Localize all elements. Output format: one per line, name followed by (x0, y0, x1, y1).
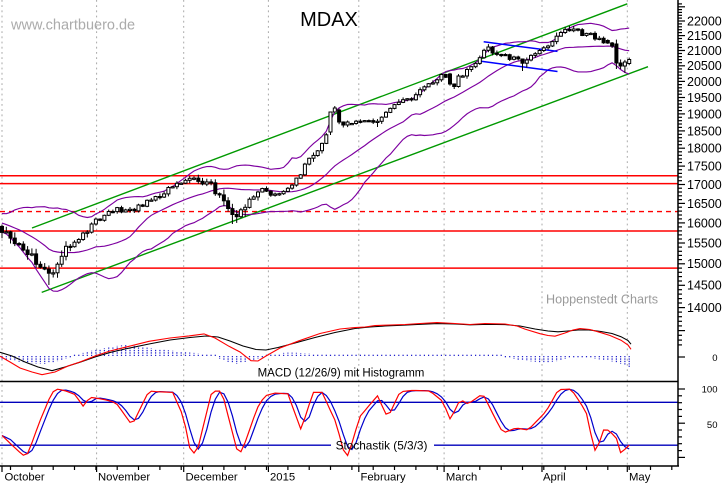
svg-text:18500: 18500 (687, 124, 722, 138)
svg-text:16000: 16000 (687, 216, 722, 230)
svg-text:Stochastik (5/3/3): Stochastik (5/3/3) (336, 439, 428, 453)
svg-text:Hoppenstedt Charts: Hoppenstedt Charts (546, 293, 658, 307)
svg-text:14000: 14000 (687, 301, 722, 315)
svg-text:MDAX: MDAX (300, 9, 358, 31)
svg-text:0: 0 (712, 353, 717, 364)
svg-text:21000: 21000 (687, 44, 722, 58)
svg-text:21500: 21500 (687, 29, 722, 43)
svg-text:15500: 15500 (687, 236, 722, 250)
svg-text:April: April (543, 472, 566, 484)
svg-text:14500: 14500 (687, 279, 722, 293)
svg-text:100: 100 (702, 385, 718, 396)
svg-text:15000: 15000 (687, 257, 722, 271)
svg-text:March: March (446, 472, 477, 484)
svg-text:MACD (12/26/9) mit Histogramm: MACD (12/26/9) mit Histogramm (258, 368, 425, 380)
svg-text:22000: 22000 (687, 14, 722, 28)
svg-text:19500: 19500 (687, 91, 722, 105)
svg-text:19000: 19000 (687, 107, 722, 121)
svg-text:February: February (361, 472, 407, 484)
svg-text:December: December (186, 472, 238, 484)
svg-text:November: November (98, 472, 150, 484)
svg-text:50: 50 (707, 420, 718, 431)
svg-text:2015: 2015 (270, 472, 295, 484)
svg-text:20000: 20000 (687, 75, 722, 89)
svg-text:October: October (5, 472, 45, 484)
svg-text:17000: 17000 (687, 178, 722, 192)
svg-text:20500: 20500 (687, 59, 722, 73)
svg-text:16500: 16500 (687, 197, 722, 211)
svg-text:May: May (629, 472, 651, 484)
svg-text:18000: 18000 (687, 142, 722, 156)
svg-text:17500: 17500 (687, 160, 722, 174)
svg-text:www.chartbuero.de: www.chartbuero.de (10, 18, 135, 34)
